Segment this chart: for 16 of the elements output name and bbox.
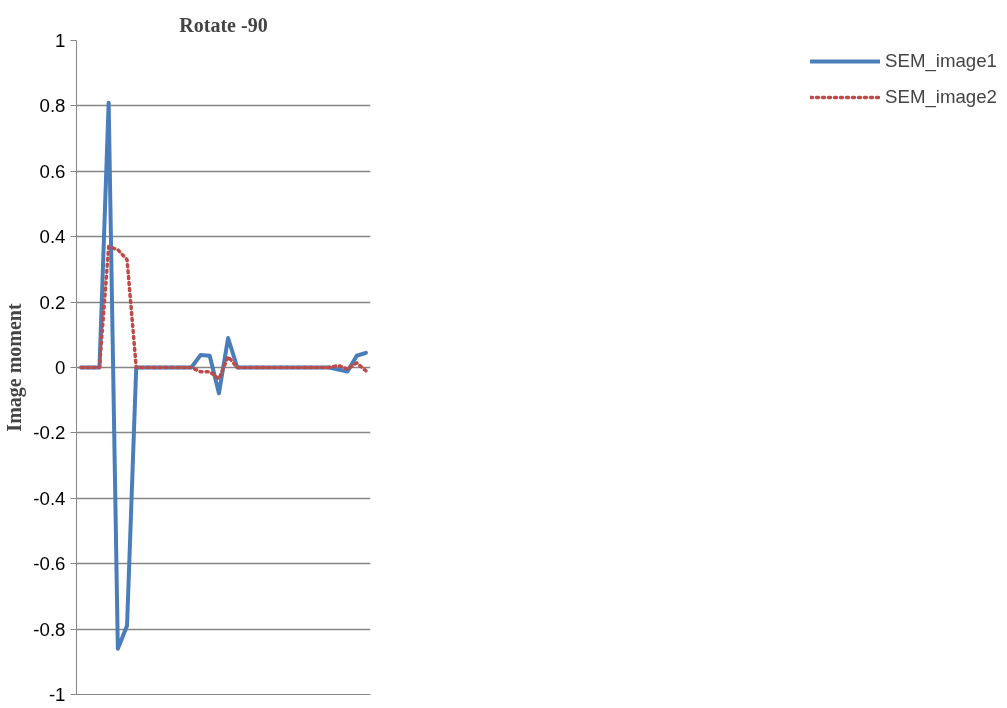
y-tick-label: 0.4	[39, 226, 66, 248]
y-tick-label: -0.2	[33, 422, 66, 444]
y-tick-label: 0.2	[39, 291, 66, 313]
legend-label: SEM_image1	[885, 50, 997, 72]
y-tick-label: 0	[55, 357, 66, 378]
y-tick-label: -0.4	[33, 487, 66, 509]
y-tick-label: -0.6	[33, 553, 66, 575]
legend-label: SEM_image2	[885, 86, 997, 108]
y-tick-label: 1	[55, 30, 66, 51]
y-tick-label: 0.6	[39, 160, 66, 182]
chart-title: Rotate -90	[179, 13, 268, 36]
y-tick-label: -1	[48, 684, 66, 705]
y-axis-title: Image moment	[3, 303, 27, 432]
y-tick-label: 0.8	[39, 95, 66, 117]
line-series	[79, 244, 368, 381]
y-tick-label: -0.8	[33, 618, 66, 640]
